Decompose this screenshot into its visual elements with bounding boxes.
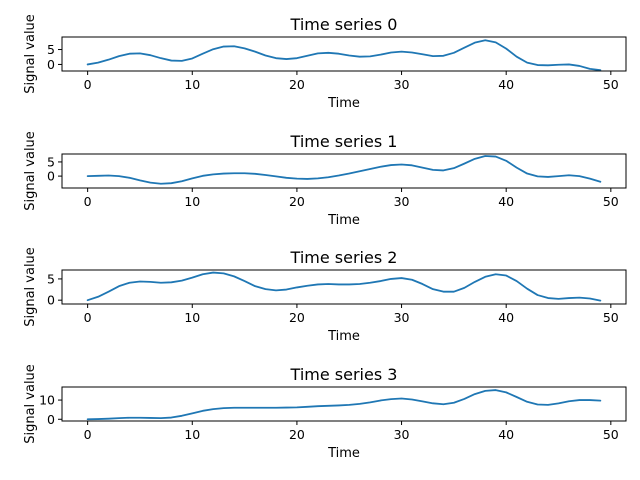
axes-frame — [61, 36, 627, 72]
y-tick-label: 0 — [47, 169, 55, 184]
series-line — [86, 389, 602, 421]
x-tick-label: 40 — [498, 310, 514, 325]
x-tick-label: 50 — [603, 427, 619, 442]
subplot-2: Time series 2 0 10 20 30 40 50 0 5 Time Signal val… — [23, 247, 627, 344]
x-tick-label: 0 — [84, 310, 92, 325]
x-tick-label: 50 — [603, 77, 619, 92]
series-line — [86, 155, 602, 185]
subplot-title: Time series 2 — [290, 248, 398, 267]
x-tick-label: 0 — [84, 427, 92, 442]
x-tick-label: 30 — [394, 310, 410, 325]
y-tick-label: 0 — [47, 412, 55, 427]
subplot-3: Time series 3 0 10 20 30 40 50 0 10 Time Signal va… — [23, 364, 627, 461]
y-axis-label: Signal value — [23, 247, 38, 327]
x-tick-label: 20 — [289, 194, 305, 209]
x-axis-label: Time — [327, 446, 360, 461]
axes-frame — [61, 386, 627, 422]
subplot-title: Time series 1 — [290, 132, 398, 151]
series-line — [86, 39, 602, 72]
x-tick-label: 10 — [184, 77, 200, 92]
y-axis-label: Signal value — [23, 14, 38, 94]
y-tick-label: 5 — [47, 154, 55, 169]
subplot-title: Time series 0 — [290, 15, 398, 34]
y-tick-label: 5 — [47, 271, 55, 286]
x-axis-label: Time — [327, 329, 360, 344]
x-tick-label: 40 — [498, 194, 514, 209]
axes-frame — [61, 153, 627, 189]
series-line — [86, 271, 602, 302]
x-tick-label: 50 — [603, 194, 619, 209]
y-tick-label: 5 — [47, 42, 55, 57]
x-tick-label: 10 — [184, 427, 200, 442]
x-tick-label: 50 — [603, 310, 619, 325]
y-axis-label: Signal value — [23, 364, 38, 444]
x-tick-label: 40 — [498, 427, 514, 442]
x-tick-label: 20 — [289, 310, 305, 325]
x-tick-label: 20 — [289, 77, 305, 92]
x-axis-label: Time — [327, 96, 360, 111]
axes-frame — [61, 269, 627, 305]
x-tick-label: 10 — [184, 310, 200, 325]
x-tick-label: 30 — [394, 194, 410, 209]
x-tick-label: 10 — [184, 194, 200, 209]
x-tick-label: 0 — [84, 194, 92, 209]
x-axis-label: Time — [327, 213, 360, 228]
x-tick-label: 30 — [394, 77, 410, 92]
subplot-title: Time series 3 — [290, 365, 398, 384]
y-axis-label: Signal value — [23, 131, 38, 211]
x-tick-label: 30 — [394, 427, 410, 442]
x-tick-label: 40 — [498, 77, 514, 92]
y-tick-label: 0 — [47, 293, 55, 308]
x-tick-label: 0 — [84, 77, 92, 92]
y-tick-label: 0 — [47, 57, 55, 72]
y-tick-label: 10 — [39, 393, 55, 408]
x-tick-label: 20 — [289, 427, 305, 442]
